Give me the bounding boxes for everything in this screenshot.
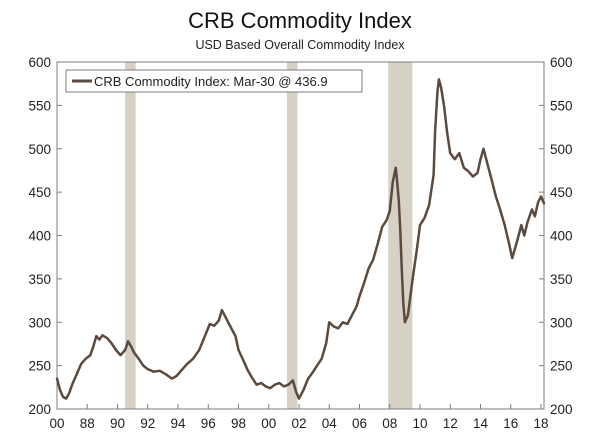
y-tick-label-right: 250 xyxy=(550,359,573,374)
x-tick-label: 92 xyxy=(140,416,155,431)
y-tick-label-right: 500 xyxy=(550,142,573,157)
recession-band xyxy=(125,62,136,409)
x-tick-label: 88 xyxy=(80,416,95,431)
x-tick-label: 10 xyxy=(412,416,427,431)
x-tick-label: 04 xyxy=(322,416,338,431)
y-tick-label-left: 300 xyxy=(28,315,51,330)
series-line xyxy=(55,78,546,400)
y-tick-label-left: 500 xyxy=(28,142,51,157)
legend-label: CRB Commodity Index: Mar-30 @ 436.9 xyxy=(94,74,328,89)
x-tick-label: 16 xyxy=(503,416,518,431)
chart-subtitle: USD Based Overall Commodity Index xyxy=(195,38,405,52)
y-tick-label-left: 350 xyxy=(28,272,51,287)
y-tick-label-left: 400 xyxy=(28,229,51,244)
x-tick-label: 00 xyxy=(261,416,276,431)
chart-title: CRB Commodity Index xyxy=(188,8,412,33)
y-tick-label-right: 400 xyxy=(550,229,573,244)
y-tick-label-right: 450 xyxy=(550,185,573,200)
y-tick-label-left: 250 xyxy=(28,359,51,374)
y-tick-label-left: 550 xyxy=(28,98,51,113)
x-tick-label: 02 xyxy=(291,416,306,431)
y-tick-label-right: 350 xyxy=(550,272,573,287)
x-tick-label: 96 xyxy=(201,416,216,431)
y-tick-label-left: 200 xyxy=(28,402,51,417)
x-tick-label: 00 xyxy=(49,416,64,431)
legend-box xyxy=(65,69,363,93)
x-tick-label: 94 xyxy=(170,416,186,431)
y-tick-label-left: 450 xyxy=(28,185,51,200)
y-tick-label-right: 200 xyxy=(550,402,573,417)
series-layer xyxy=(55,78,546,400)
x-tick-label: 08 xyxy=(382,416,397,431)
axis-ticks: 200 200 250 250 300 300 350 350 400 400 450 450 500 5… xyxy=(28,55,572,431)
y-tick-label-right: 550 xyxy=(550,98,573,113)
recession-bands xyxy=(125,62,413,409)
x-tick-label: 90 xyxy=(110,416,125,431)
y-tick-label-right: 300 xyxy=(550,315,573,330)
recession-band xyxy=(286,62,298,409)
x-tick-label: 12 xyxy=(443,416,458,431)
x-tick-label: 06 xyxy=(352,416,367,431)
x-tick-label: 14 xyxy=(473,416,489,431)
x-tick-label: 98 xyxy=(231,416,246,431)
y-tick-label-left: 600 xyxy=(28,55,51,70)
legend: CRB Commodity Index: Mar-30 @ 436.9 xyxy=(65,69,363,93)
x-tick-label: 18 xyxy=(533,416,548,431)
y-tick-label-right: 600 xyxy=(550,55,573,70)
